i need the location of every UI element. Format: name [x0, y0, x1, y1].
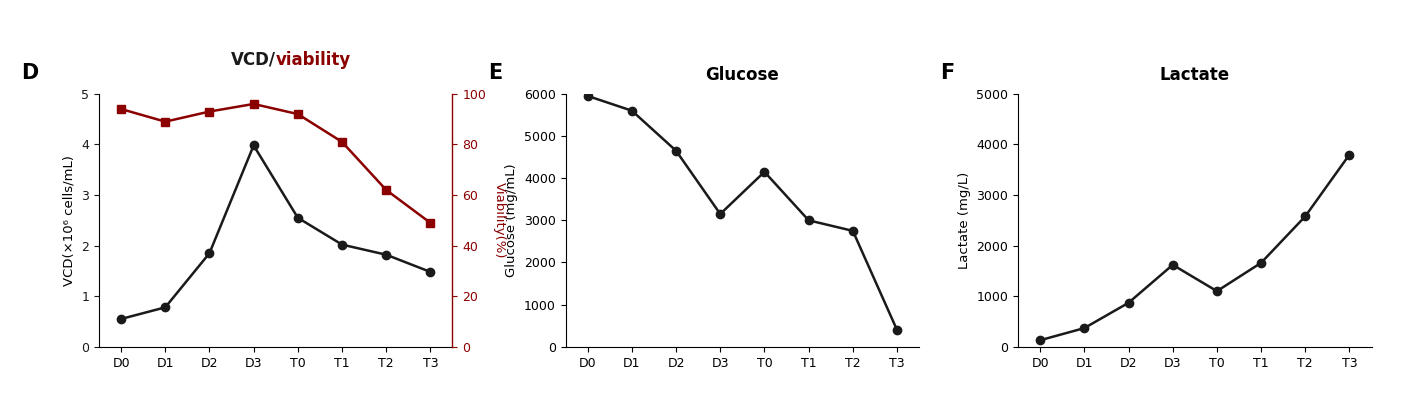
- Y-axis label: Glucose (mg/mL): Glucose (mg/mL): [505, 164, 519, 277]
- Text: E: E: [488, 64, 502, 84]
- Text: D: D: [21, 64, 38, 84]
- Text: VCD/: VCD/: [230, 51, 276, 69]
- Text: viability: viability: [276, 51, 351, 69]
- Text: F: F: [940, 64, 954, 84]
- Title: Lactate: Lactate: [1159, 66, 1230, 84]
- Y-axis label: Viability(%): Viability(%): [492, 182, 506, 259]
- Title: Glucose: Glucose: [706, 66, 779, 84]
- Y-axis label: Lactate (mg/L): Lactate (mg/L): [957, 172, 971, 269]
- Y-axis label: VCD(×10⁶ cells/mL): VCD(×10⁶ cells/mL): [62, 155, 76, 286]
